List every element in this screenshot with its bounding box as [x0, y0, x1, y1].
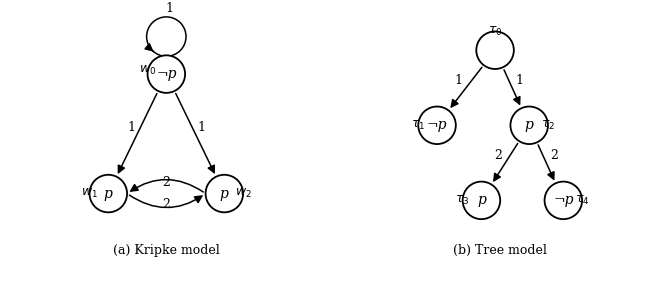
Text: 1: 1: [516, 74, 523, 87]
Text: 2: 2: [162, 176, 171, 189]
Text: 1: 1: [166, 2, 174, 15]
Text: $\tau_4$: $\tau_4$: [575, 194, 589, 207]
Circle shape: [545, 182, 582, 219]
Text: 2: 2: [494, 149, 502, 162]
Text: $\tau_2$: $\tau_2$: [541, 119, 555, 132]
Circle shape: [419, 107, 456, 144]
Circle shape: [90, 175, 127, 212]
Text: p: p: [477, 193, 486, 207]
Text: (a) Kripke model: (a) Kripke model: [113, 244, 219, 257]
Circle shape: [206, 175, 243, 212]
Circle shape: [463, 182, 500, 219]
Text: (b) Tree model: (b) Tree model: [453, 244, 547, 257]
Text: p: p: [525, 118, 534, 132]
Circle shape: [148, 55, 185, 93]
Text: 1: 1: [127, 121, 135, 134]
Circle shape: [510, 107, 548, 144]
Text: $\tau_1$: $\tau_1$: [411, 119, 425, 132]
Text: p: p: [220, 187, 229, 201]
Text: p: p: [104, 187, 113, 201]
Text: 1: 1: [197, 121, 206, 134]
Text: 2: 2: [162, 198, 171, 211]
Text: $\tau_3$: $\tau_3$: [456, 194, 470, 207]
Text: 1: 1: [454, 74, 463, 87]
Text: $w_1$: $w_1$: [81, 187, 98, 200]
Text: $w_0$: $w_0$: [139, 64, 156, 77]
Text: $w_2$: $w_2$: [235, 187, 251, 200]
Text: 2: 2: [550, 149, 558, 162]
Text: ¬p: ¬p: [427, 118, 447, 132]
Text: ¬p: ¬p: [156, 67, 176, 81]
Circle shape: [477, 32, 514, 69]
Text: $\tau_0$: $\tau_0$: [488, 25, 503, 38]
Text: ¬p: ¬p: [553, 193, 574, 207]
